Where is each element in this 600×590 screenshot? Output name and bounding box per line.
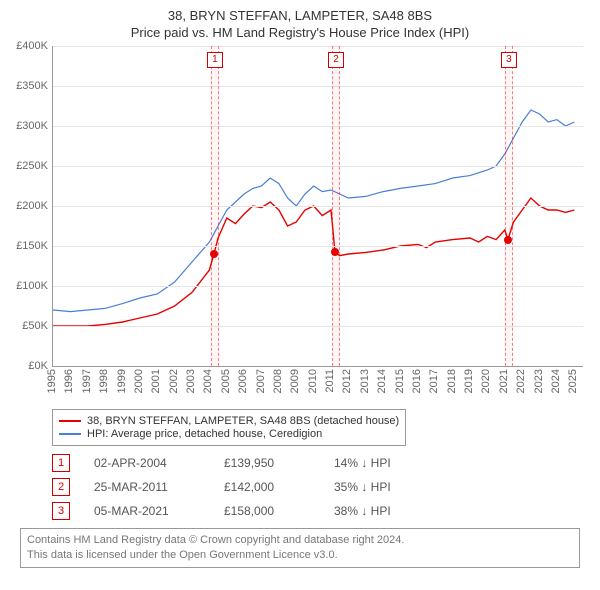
x-tick-label: 2013 [359,369,371,393]
x-tick-label: 2008 [272,369,284,393]
chart-subtitle: Price paid vs. HM Land Registry's House … [10,25,590,40]
plot-row: £0K£50K£100K£150K£200K£250K£300K£350K£40… [10,46,590,367]
x-tick-label: 2000 [133,369,145,393]
x-tick-label: 2001 [150,369,162,393]
x-tick-label: 2011 [324,369,336,393]
event-price: £142,000 [224,480,334,494]
chart-titles: 38, BRYN STEFFAN, LAMPETER, SA48 8BS Pri… [10,8,590,40]
x-tick-label: 2015 [394,369,406,393]
event-date: 25-MAR-2011 [94,480,224,494]
event-date: 05-MAR-2021 [94,504,224,518]
legend-row: 38, BRYN STEFFAN, LAMPETER, SA48 8BS (de… [59,415,399,427]
gridline-h [53,246,583,247]
x-tick-label: 2005 [220,369,232,393]
y-tick-label: £100K [16,280,48,292]
x-axis: 1995199619971998199920002001200220032004… [52,367,582,403]
x-tick-label: 2025 [567,369,579,393]
x-tick-label: 2023 [533,369,545,393]
event-row: 1 02-APR-2004£139,95014% ↓ HPI [52,454,580,472]
gridline-h [53,206,583,207]
event-band-label: 2 [328,52,344,68]
event-delta: 38% ↓ HPI [334,504,391,518]
event-marker [331,248,339,256]
legend-swatch [59,433,81,435]
x-tick-label: 1995 [46,369,58,393]
event-marker [210,250,218,258]
x-tick-label: 1996 [63,369,75,393]
gridline-h [53,86,583,87]
x-tick-label: 2017 [428,369,440,393]
event-band [505,46,513,366]
gridline-h [53,126,583,127]
x-tick-label: 2007 [255,369,267,393]
plot-area: 1 2 3 [52,46,583,367]
event-row: 2 25-MAR-2011£142,00035% ↓ HPI [52,478,580,496]
events-table: 1 02-APR-2004£139,95014% ↓ HPI 2 25-MAR-201… [52,454,580,520]
y-tick-label: £350K [16,80,48,92]
y-tick-label: £400K [16,40,48,52]
x-tick-label: 2002 [168,369,180,393]
x-tick-label: 2019 [463,369,475,393]
x-tick-label: 2003 [185,369,197,393]
event-number: 2 [52,478,70,496]
event-band [332,46,340,366]
x-tick-label: 2021 [498,369,510,393]
series-line-property [53,198,574,326]
chart-container: 38, BRYN STEFFAN, LAMPETER, SA48 8BS Pri… [0,0,600,576]
y-axis: £0K£50K£100K£150K£200K£250K£300K£350K£40… [10,46,52,366]
y-tick-label: £150K [16,240,48,252]
event-band-label: 3 [501,52,517,68]
gridline-h [53,166,583,167]
chart-title: 38, BRYN STEFFAN, LAMPETER, SA48 8BS [10,8,590,23]
x-tick-label: 2020 [480,369,492,393]
series-line-hpi [53,110,574,312]
chart-footer: Contains HM Land Registry data © Crown c… [20,528,580,568]
event-band [211,46,219,366]
x-tick-label: 2018 [446,369,458,393]
footer-line-2: This data is licensed under the Open Gov… [27,548,573,563]
gridline-h [53,286,583,287]
x-tick-label: 2006 [237,369,249,393]
x-tick-label: 2004 [202,369,214,393]
x-tick-label: 1997 [81,369,93,393]
footer-line-1: Contains HM Land Registry data © Crown c… [27,533,573,548]
y-tick-label: £300K [16,120,48,132]
event-number: 1 [52,454,70,472]
event-date: 02-APR-2004 [94,456,224,470]
x-tick-label: 2016 [411,369,423,393]
y-tick-label: £250K [16,160,48,172]
event-band-label: 1 [207,52,223,68]
x-tick-label: 1998 [98,369,110,393]
event-number: 3 [52,502,70,520]
x-tick-label: 2024 [550,369,562,393]
legend-label: 38, BRYN STEFFAN, LAMPETER, SA48 8BS (de… [87,415,399,427]
event-delta: 35% ↓ HPI [334,480,391,494]
x-tick-label: 2012 [341,369,353,393]
legend-row: HPI: Average price, detached house, Cere… [59,428,399,440]
y-tick-label: £50K [22,320,48,332]
x-tick-label: 1999 [116,369,128,393]
x-tick-label: 2014 [376,369,388,393]
event-row: 3 05-MAR-2021£158,00038% ↓ HPI [52,502,580,520]
event-delta: 14% ↓ HPI [334,456,391,470]
legend-swatch [59,420,81,422]
x-tick-label: 2022 [515,369,527,393]
gridline-h [53,326,583,327]
legend-label: HPI: Average price, detached house, Cere… [87,428,322,440]
event-marker [504,236,512,244]
x-tick-label: 2009 [289,369,301,393]
y-tick-label: £200K [16,200,48,212]
x-tick-label: 2010 [307,369,319,393]
chart-legend: 38, BRYN STEFFAN, LAMPETER, SA48 8BS (de… [52,409,406,446]
event-price: £158,000 [224,504,334,518]
gridline-h [53,46,583,47]
event-price: £139,950 [224,456,334,470]
